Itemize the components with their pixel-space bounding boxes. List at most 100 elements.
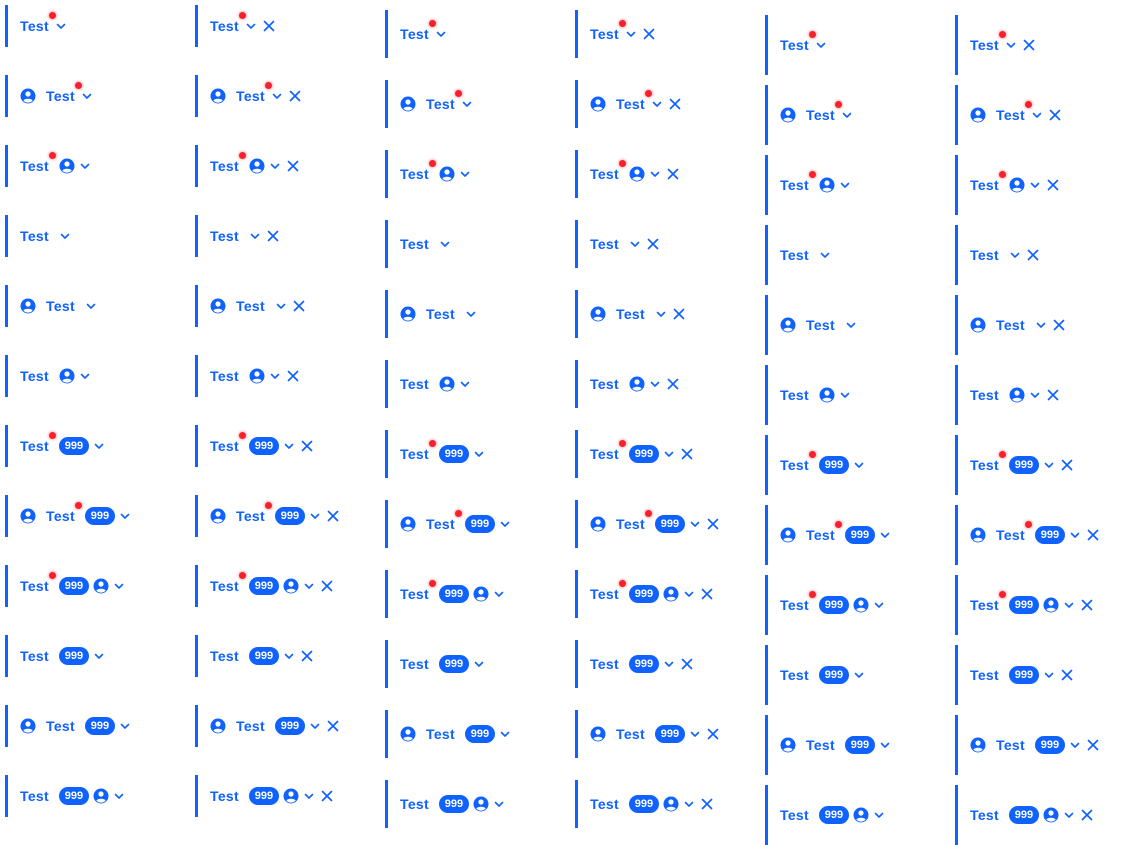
tab-item[interactable]: Test [575, 290, 685, 338]
chevron-down-icon[interactable] [649, 168, 661, 180]
close-icon[interactable] [647, 238, 659, 250]
close-icon[interactable] [681, 448, 693, 460]
close-icon[interactable] [321, 580, 333, 592]
tab-item[interactable]: Test [765, 15, 827, 75]
chevron-down-icon[interactable] [93, 440, 105, 452]
tab-item[interactable]: Test 999 [385, 570, 505, 618]
tab-item[interactable]: Test [955, 85, 1061, 145]
tab-item[interactable]: Test 999 [195, 635, 313, 677]
tab-item[interactable]: Test [385, 220, 451, 268]
chevron-down-icon[interactable] [853, 669, 865, 681]
chevron-down-icon[interactable] [1043, 669, 1055, 681]
tab-item[interactable]: Test [5, 5, 67, 47]
tab-item[interactable]: Test 999 [5, 425, 105, 467]
chevron-down-icon[interactable] [853, 459, 865, 471]
tab-item[interactable]: Test 999 [765, 785, 885, 845]
close-icon[interactable] [263, 20, 275, 32]
tab-item[interactable]: Test [195, 75, 301, 117]
tab-item[interactable]: Test 999 [575, 710, 719, 758]
tab-item[interactable]: Test 999 [195, 425, 313, 467]
chevron-down-icon[interactable] [435, 28, 447, 40]
chevron-down-icon[interactable] [309, 720, 321, 732]
chevron-down-icon[interactable] [275, 300, 287, 312]
close-icon[interactable] [701, 798, 713, 810]
chevron-down-icon[interactable] [629, 238, 641, 250]
close-icon[interactable] [267, 230, 279, 242]
tab-item[interactable]: Test 999 [5, 565, 125, 607]
tab-item[interactable]: Test [575, 10, 655, 58]
tab-item[interactable]: Test [955, 225, 1039, 285]
chevron-down-icon[interactable] [461, 98, 473, 110]
tab-item[interactable]: Test 999 [765, 715, 891, 775]
chevron-down-icon[interactable] [689, 518, 701, 530]
tab-item[interactable]: Test 999 [575, 430, 693, 478]
chevron-down-icon[interactable] [1063, 809, 1075, 821]
chevron-down-icon[interactable] [269, 160, 281, 172]
chevron-down-icon[interactable] [85, 300, 97, 312]
tab-item[interactable]: Test [5, 285, 97, 327]
tab-item[interactable]: Test [195, 355, 299, 397]
tab-item[interactable]: Test [5, 355, 91, 397]
chevron-down-icon[interactable] [499, 728, 511, 740]
tab-item[interactable]: Test 999 [385, 500, 511, 548]
close-icon[interactable] [327, 510, 339, 522]
tab-item[interactable]: Test [955, 155, 1059, 215]
chevron-down-icon[interactable] [465, 308, 477, 320]
chevron-down-icon[interactable] [283, 650, 295, 662]
chevron-down-icon[interactable] [119, 720, 131, 732]
close-icon[interactable] [1061, 459, 1073, 471]
tab-item[interactable]: Test 999 [575, 780, 713, 828]
tab-item[interactable]: Test [765, 155, 851, 215]
tab-item[interactable]: Test [5, 75, 93, 117]
tab-item[interactable]: Test 999 [385, 430, 485, 478]
chevron-down-icon[interactable] [439, 238, 451, 250]
chevron-down-icon[interactable] [493, 798, 505, 810]
chevron-down-icon[interactable] [683, 588, 695, 600]
tab-item[interactable]: Test 999 [385, 640, 485, 688]
chevron-down-icon[interactable] [1035, 319, 1047, 331]
tab-item[interactable]: Test 999 [195, 565, 333, 607]
chevron-down-icon[interactable] [819, 249, 831, 261]
tab-item[interactable]: Test 999 [5, 705, 131, 747]
chevron-down-icon[interactable] [879, 739, 891, 751]
close-icon[interactable] [1087, 739, 1099, 751]
tab-item[interactable]: Test [195, 285, 305, 327]
close-icon[interactable] [701, 588, 713, 600]
tab-item[interactable]: Test [575, 150, 679, 198]
chevron-down-icon[interactable] [303, 790, 315, 802]
chevron-down-icon[interactable] [815, 39, 827, 51]
chevron-down-icon[interactable] [81, 90, 93, 102]
chevron-down-icon[interactable] [1063, 599, 1075, 611]
close-icon[interactable] [287, 370, 299, 382]
tab-item[interactable]: Test [5, 145, 91, 187]
tab-item[interactable]: Test [575, 360, 679, 408]
tab-item[interactable]: Test [955, 365, 1059, 425]
chevron-down-icon[interactable] [55, 20, 67, 32]
chevron-down-icon[interactable] [459, 168, 471, 180]
chevron-down-icon[interactable] [839, 179, 851, 191]
tab-item[interactable]: Test 999 [765, 505, 891, 565]
tab-item[interactable]: Test 999 [955, 715, 1099, 775]
close-icon[interactable] [707, 728, 719, 740]
chevron-down-icon[interactable] [473, 658, 485, 670]
chevron-down-icon[interactable] [59, 230, 71, 242]
chevron-down-icon[interactable] [1005, 39, 1017, 51]
tab-item[interactable]: Test [955, 15, 1035, 75]
tab-item[interactable]: Test [575, 220, 659, 268]
tab-item[interactable]: Test 999 [765, 575, 885, 635]
tab-item[interactable]: Test 999 [575, 570, 713, 618]
close-icon[interactable] [669, 98, 681, 110]
tab-item[interactable]: Test 999 [5, 775, 125, 817]
chevron-down-icon[interactable] [309, 510, 321, 522]
chevron-down-icon[interactable] [1009, 249, 1021, 261]
chevron-down-icon[interactable] [459, 378, 471, 390]
close-icon[interactable] [301, 650, 313, 662]
tab-item[interactable]: Test [5, 215, 71, 257]
tab-item[interactable]: Test 999 [195, 705, 339, 747]
tab-item[interactable]: Test 999 [575, 640, 693, 688]
tab-item[interactable]: Test [765, 365, 851, 425]
chevron-down-icon[interactable] [1043, 459, 1055, 471]
chevron-down-icon[interactable] [79, 370, 91, 382]
close-icon[interactable] [287, 160, 299, 172]
chevron-down-icon[interactable] [625, 28, 637, 40]
